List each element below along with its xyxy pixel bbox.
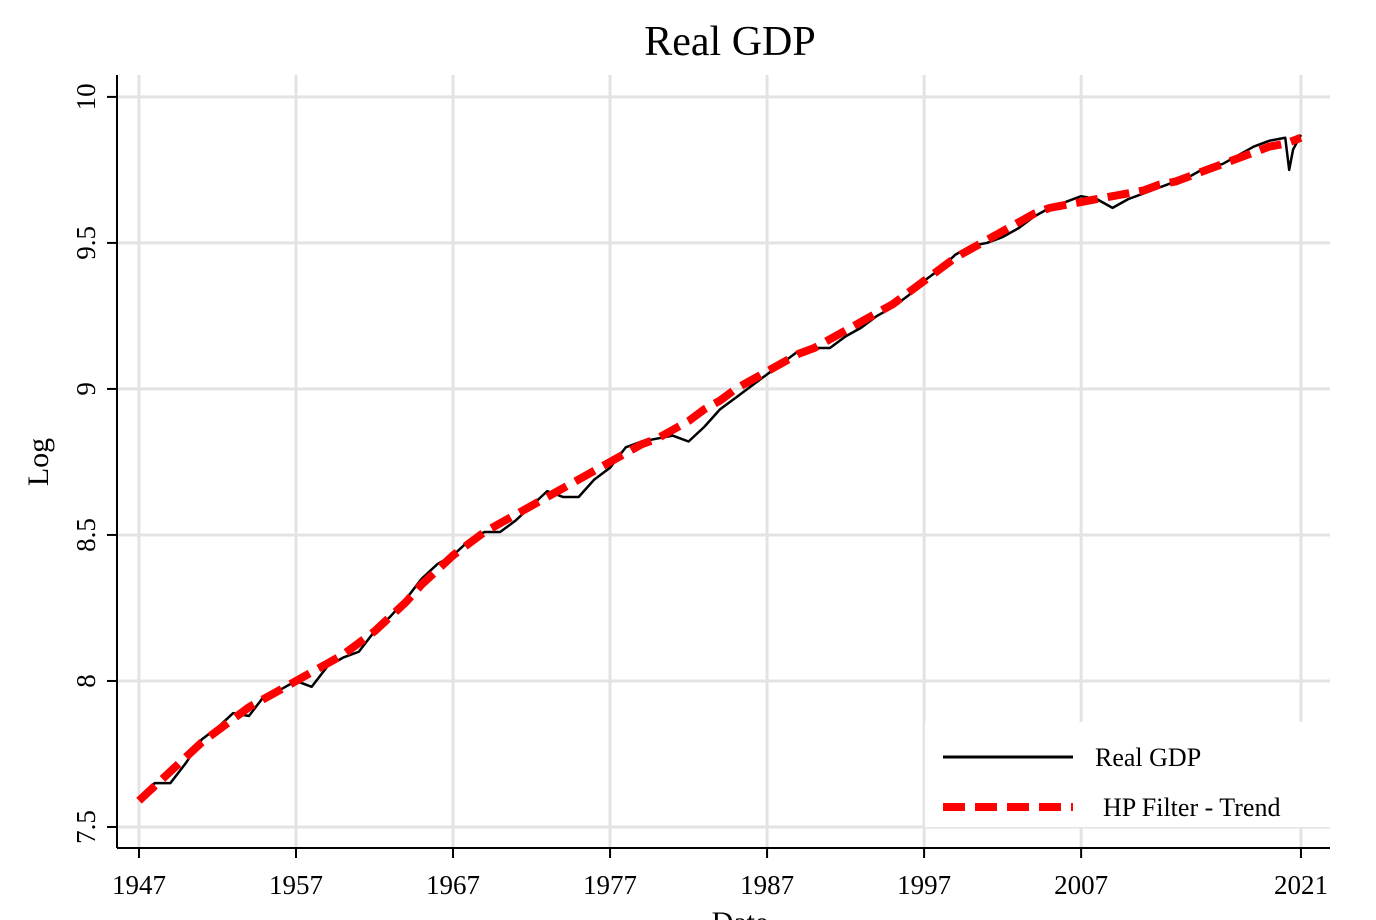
- x-tick-label: 2021: [1274, 870, 1328, 900]
- x-tick-label: 1977: [583, 870, 637, 900]
- data-line: [136, 134, 1303, 804]
- x-tick-label: 1967: [426, 870, 480, 900]
- legend-label: HP Filter - Trend: [1103, 793, 1280, 822]
- legend: Real GDP HP Filter - Trend: [925, 722, 1330, 827]
- y-tick-label: 10: [71, 83, 101, 110]
- chart-title: Real GDP: [644, 19, 816, 65]
- x-tick-label: 1997: [897, 870, 951, 900]
- data-line: [138, 134, 1303, 799]
- y-tick-label: 8: [71, 674, 101, 688]
- y-tick-label: 7.5: [71, 810, 101, 844]
- x-axis-label: Date: [712, 906, 769, 920]
- y-tick-label: 9: [71, 382, 101, 396]
- y-tick-label: 8.5: [71, 518, 101, 552]
- y-tick-label: 9.5: [71, 226, 101, 260]
- y-axis-label: Log: [22, 438, 55, 486]
- x-tick-label: 1947: [112, 870, 166, 900]
- x-tick-label: 1957: [269, 870, 323, 900]
- legend-label: Real GDP: [1095, 743, 1201, 772]
- x-tick-label: 1987: [740, 870, 794, 900]
- x-tick-label: 2007: [1054, 870, 1108, 900]
